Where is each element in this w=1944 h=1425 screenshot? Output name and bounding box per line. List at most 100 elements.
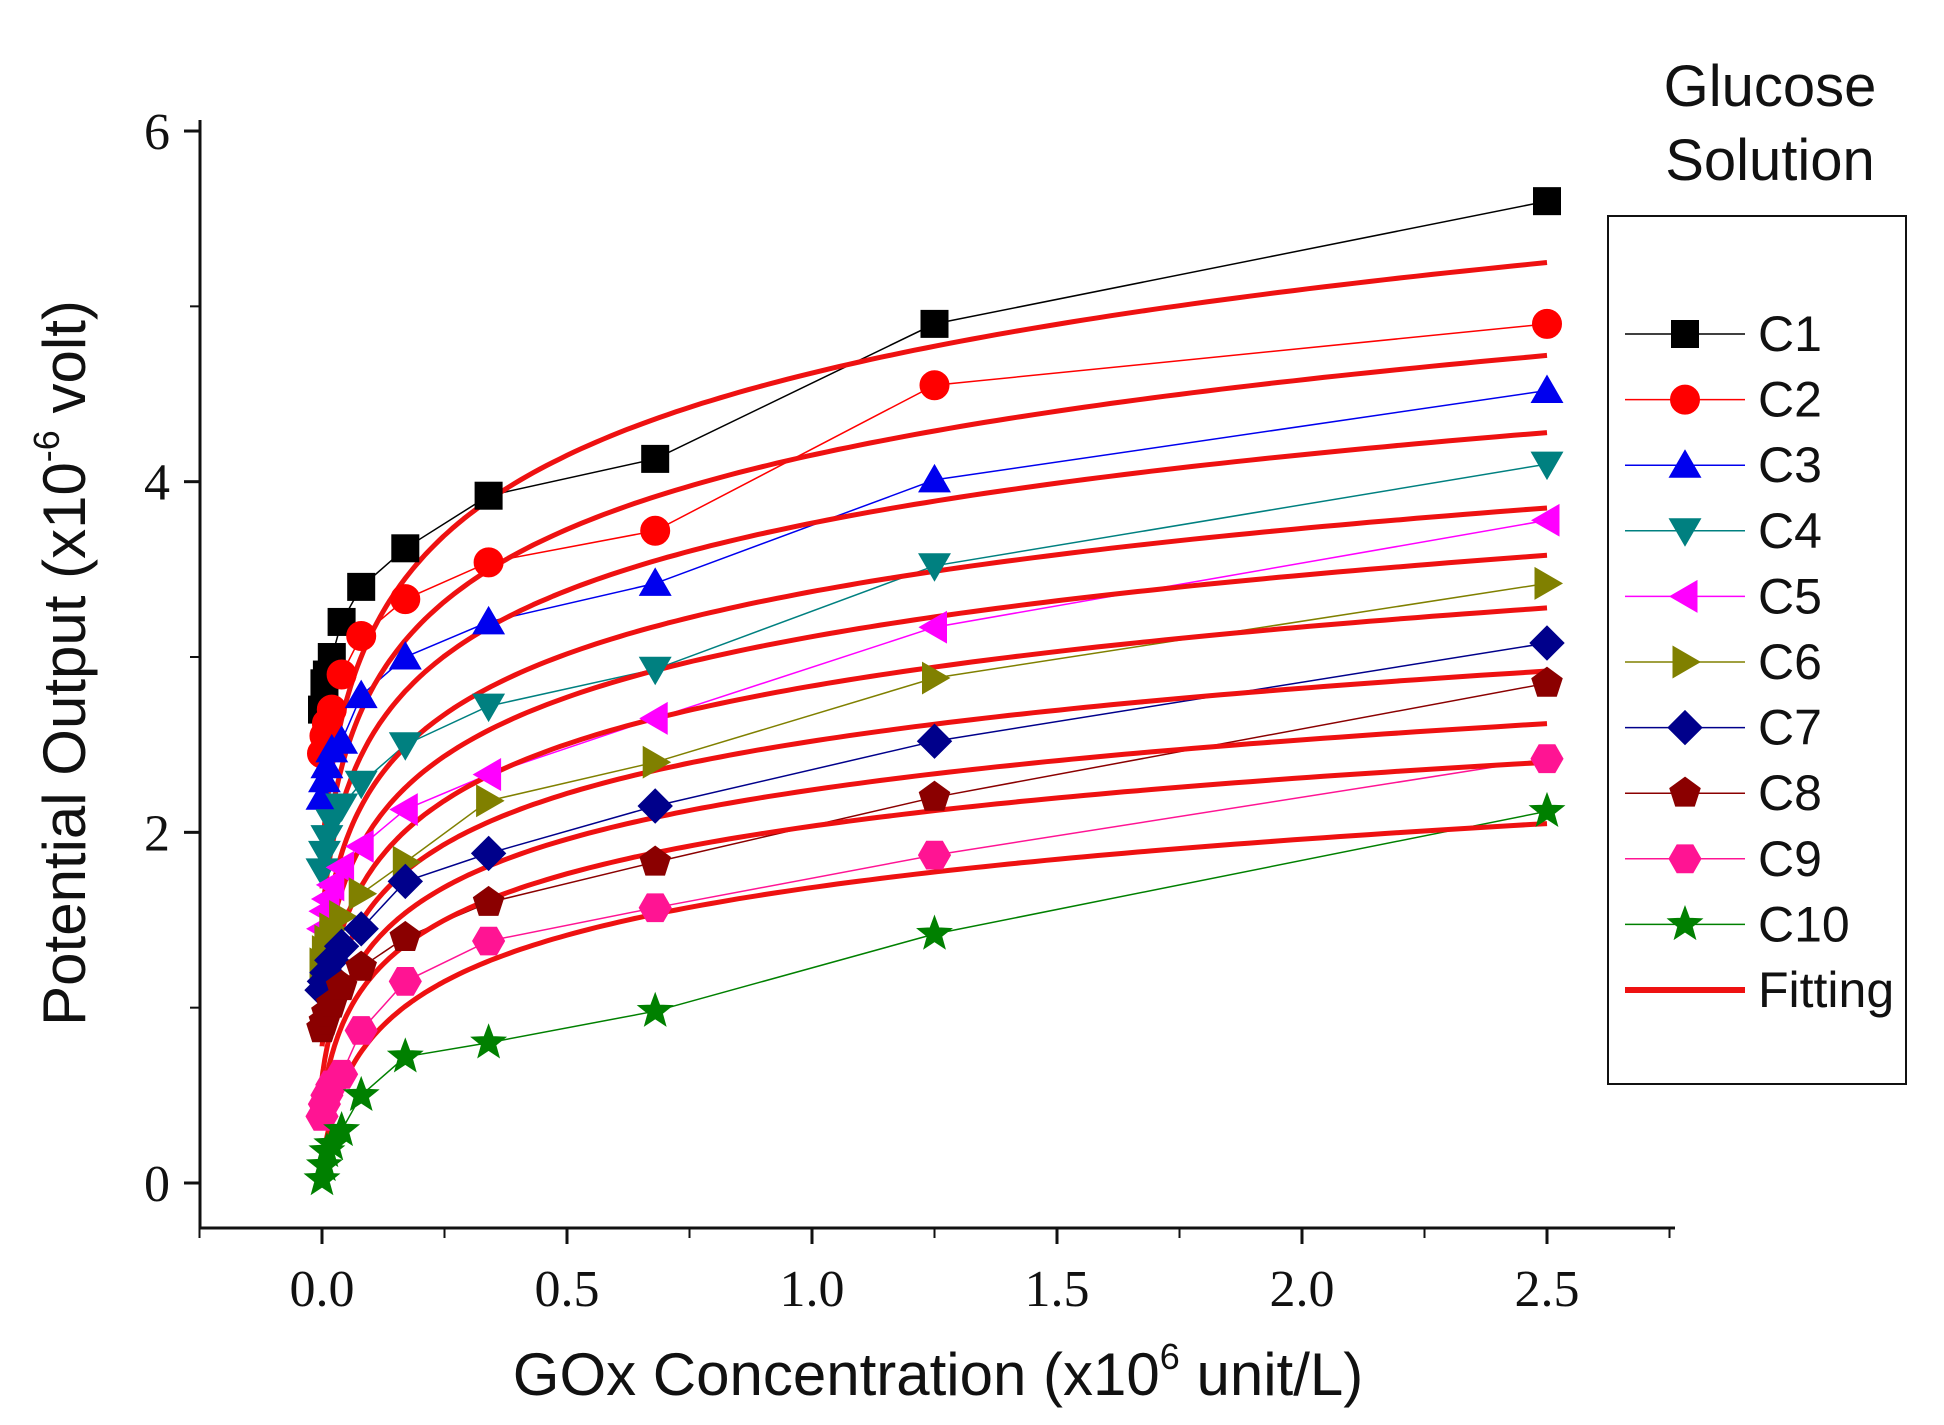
x-tick-label: 1.5 bbox=[1025, 1261, 1090, 1318]
data-point bbox=[391, 534, 420, 563]
legend-label: C1 bbox=[1758, 306, 1822, 362]
y-tick-label: 2 bbox=[144, 805, 170, 862]
data-point bbox=[325, 793, 359, 822]
legend-title-line1: Glucose bbox=[1664, 54, 1877, 119]
data-point bbox=[918, 780, 951, 811]
legend-label: C6 bbox=[1758, 634, 1822, 690]
data-point bbox=[640, 515, 671, 546]
legend-item-c3: C3 bbox=[1625, 437, 1822, 493]
legend: C1 C2 C3 C4 C5 C6 C7 C8 C9 C10 Fitting bbox=[1607, 215, 1907, 1085]
data-point bbox=[387, 863, 424, 900]
x-tick-label: 2.0 bbox=[1270, 1261, 1335, 1318]
legend-title-line2: Solution bbox=[1665, 128, 1875, 193]
data-point bbox=[1530, 744, 1564, 774]
x-tick-label: 0.0 bbox=[290, 1261, 355, 1318]
data-point bbox=[346, 620, 377, 651]
data-point bbox=[348, 877, 378, 911]
legend-marker bbox=[1669, 579, 1698, 613]
legend-label: C8 bbox=[1758, 765, 1822, 821]
data-point bbox=[919, 370, 950, 401]
data-point bbox=[325, 1059, 359, 1089]
data-point bbox=[476, 784, 505, 818]
legend-label: C9 bbox=[1758, 831, 1822, 887]
legend-marker bbox=[1666, 904, 1704, 941]
data-point bbox=[470, 835, 507, 872]
fitting-curve-1 bbox=[319, 260, 1548, 856]
data-point bbox=[636, 991, 674, 1027]
data-point bbox=[472, 605, 506, 635]
data-point bbox=[916, 914, 953, 950]
markers-c3 bbox=[305, 374, 1564, 810]
fitting-curve-4 bbox=[319, 505, 1548, 958]
data-point bbox=[918, 463, 951, 493]
data-point bbox=[1532, 308, 1562, 339]
data-point bbox=[1530, 451, 1564, 481]
data-point bbox=[344, 1016, 378, 1045]
legend-label: Fitting bbox=[1758, 962, 1894, 1018]
data-point bbox=[386, 1037, 424, 1073]
x-tick-label: 1.0 bbox=[780, 1261, 845, 1318]
data-point bbox=[916, 723, 953, 759]
data-point bbox=[638, 567, 672, 596]
legend-marker bbox=[1668, 518, 1702, 547]
legend-item-c1: C1 bbox=[1625, 306, 1822, 362]
data-point bbox=[303, 1160, 341, 1196]
data-point bbox=[390, 584, 421, 615]
legend-box bbox=[1607, 215, 1907, 1085]
data-point bbox=[344, 770, 378, 800]
data-point bbox=[325, 725, 359, 754]
y-tick-label: 0 bbox=[144, 1156, 170, 1213]
data-point bbox=[472, 693, 506, 723]
data-point bbox=[917, 840, 952, 870]
markers-c9 bbox=[305, 744, 1564, 1131]
legend-item-c9: C9 bbox=[1625, 831, 1822, 887]
legend-item-c7: C7 bbox=[1625, 700, 1822, 756]
data-point bbox=[1534, 566, 1563, 600]
data-point bbox=[1530, 503, 1560, 537]
data-point bbox=[638, 893, 672, 923]
data-point bbox=[918, 553, 951, 582]
data-point bbox=[342, 1075, 380, 1112]
legend-marker bbox=[1672, 645, 1701, 679]
data-point bbox=[343, 911, 379, 947]
data-point bbox=[1530, 374, 1564, 403]
legend-label: C3 bbox=[1758, 437, 1822, 493]
plot-area bbox=[303, 187, 1566, 1196]
data-point bbox=[323, 1110, 361, 1147]
data-point bbox=[638, 656, 672, 686]
legend-item-c2: C2 bbox=[1625, 372, 1822, 428]
fitting-curve-5 bbox=[319, 552, 1548, 993]
legend-marker bbox=[1668, 449, 1702, 478]
data-point bbox=[918, 610, 947, 644]
data-point bbox=[639, 701, 668, 735]
data-point bbox=[641, 444, 670, 473]
legend-label: C10 bbox=[1758, 896, 1850, 952]
data-point bbox=[473, 547, 504, 578]
data-point bbox=[472, 758, 502, 791]
y-tick-label: 6 bbox=[144, 104, 170, 161]
data-point bbox=[1533, 187, 1561, 216]
data-point bbox=[388, 641, 422, 670]
data-point bbox=[472, 885, 505, 916]
data-point bbox=[1529, 625, 1565, 661]
legend-marker bbox=[1668, 844, 1702, 874]
fitting-curve-9 bbox=[319, 759, 1548, 1107]
legend-marker bbox=[1669, 776, 1701, 807]
legend-marker bbox=[1667, 709, 1703, 746]
fitting-curve-8 bbox=[319, 721, 1548, 1081]
axes bbox=[198, 120, 1675, 1230]
data-point bbox=[637, 788, 673, 824]
data-point bbox=[344, 679, 378, 709]
data-point bbox=[388, 732, 422, 761]
data-point bbox=[472, 926, 506, 956]
markers-c10 bbox=[303, 791, 1566, 1196]
y-axis-title: Potential Output (x10-6 volt) bbox=[26, 300, 98, 1026]
legend-item-c8: C8 bbox=[1625, 765, 1822, 821]
data-point bbox=[310, 749, 344, 779]
legend-item-fitting: Fitting bbox=[1625, 962, 1894, 1018]
legend-marker bbox=[1671, 320, 1699, 348]
legend-item-c5: C5 bbox=[1625, 568, 1822, 624]
fitting-curve-3 bbox=[319, 430, 1548, 919]
data-point bbox=[315, 868, 345, 902]
data-point bbox=[1528, 791, 1566, 828]
